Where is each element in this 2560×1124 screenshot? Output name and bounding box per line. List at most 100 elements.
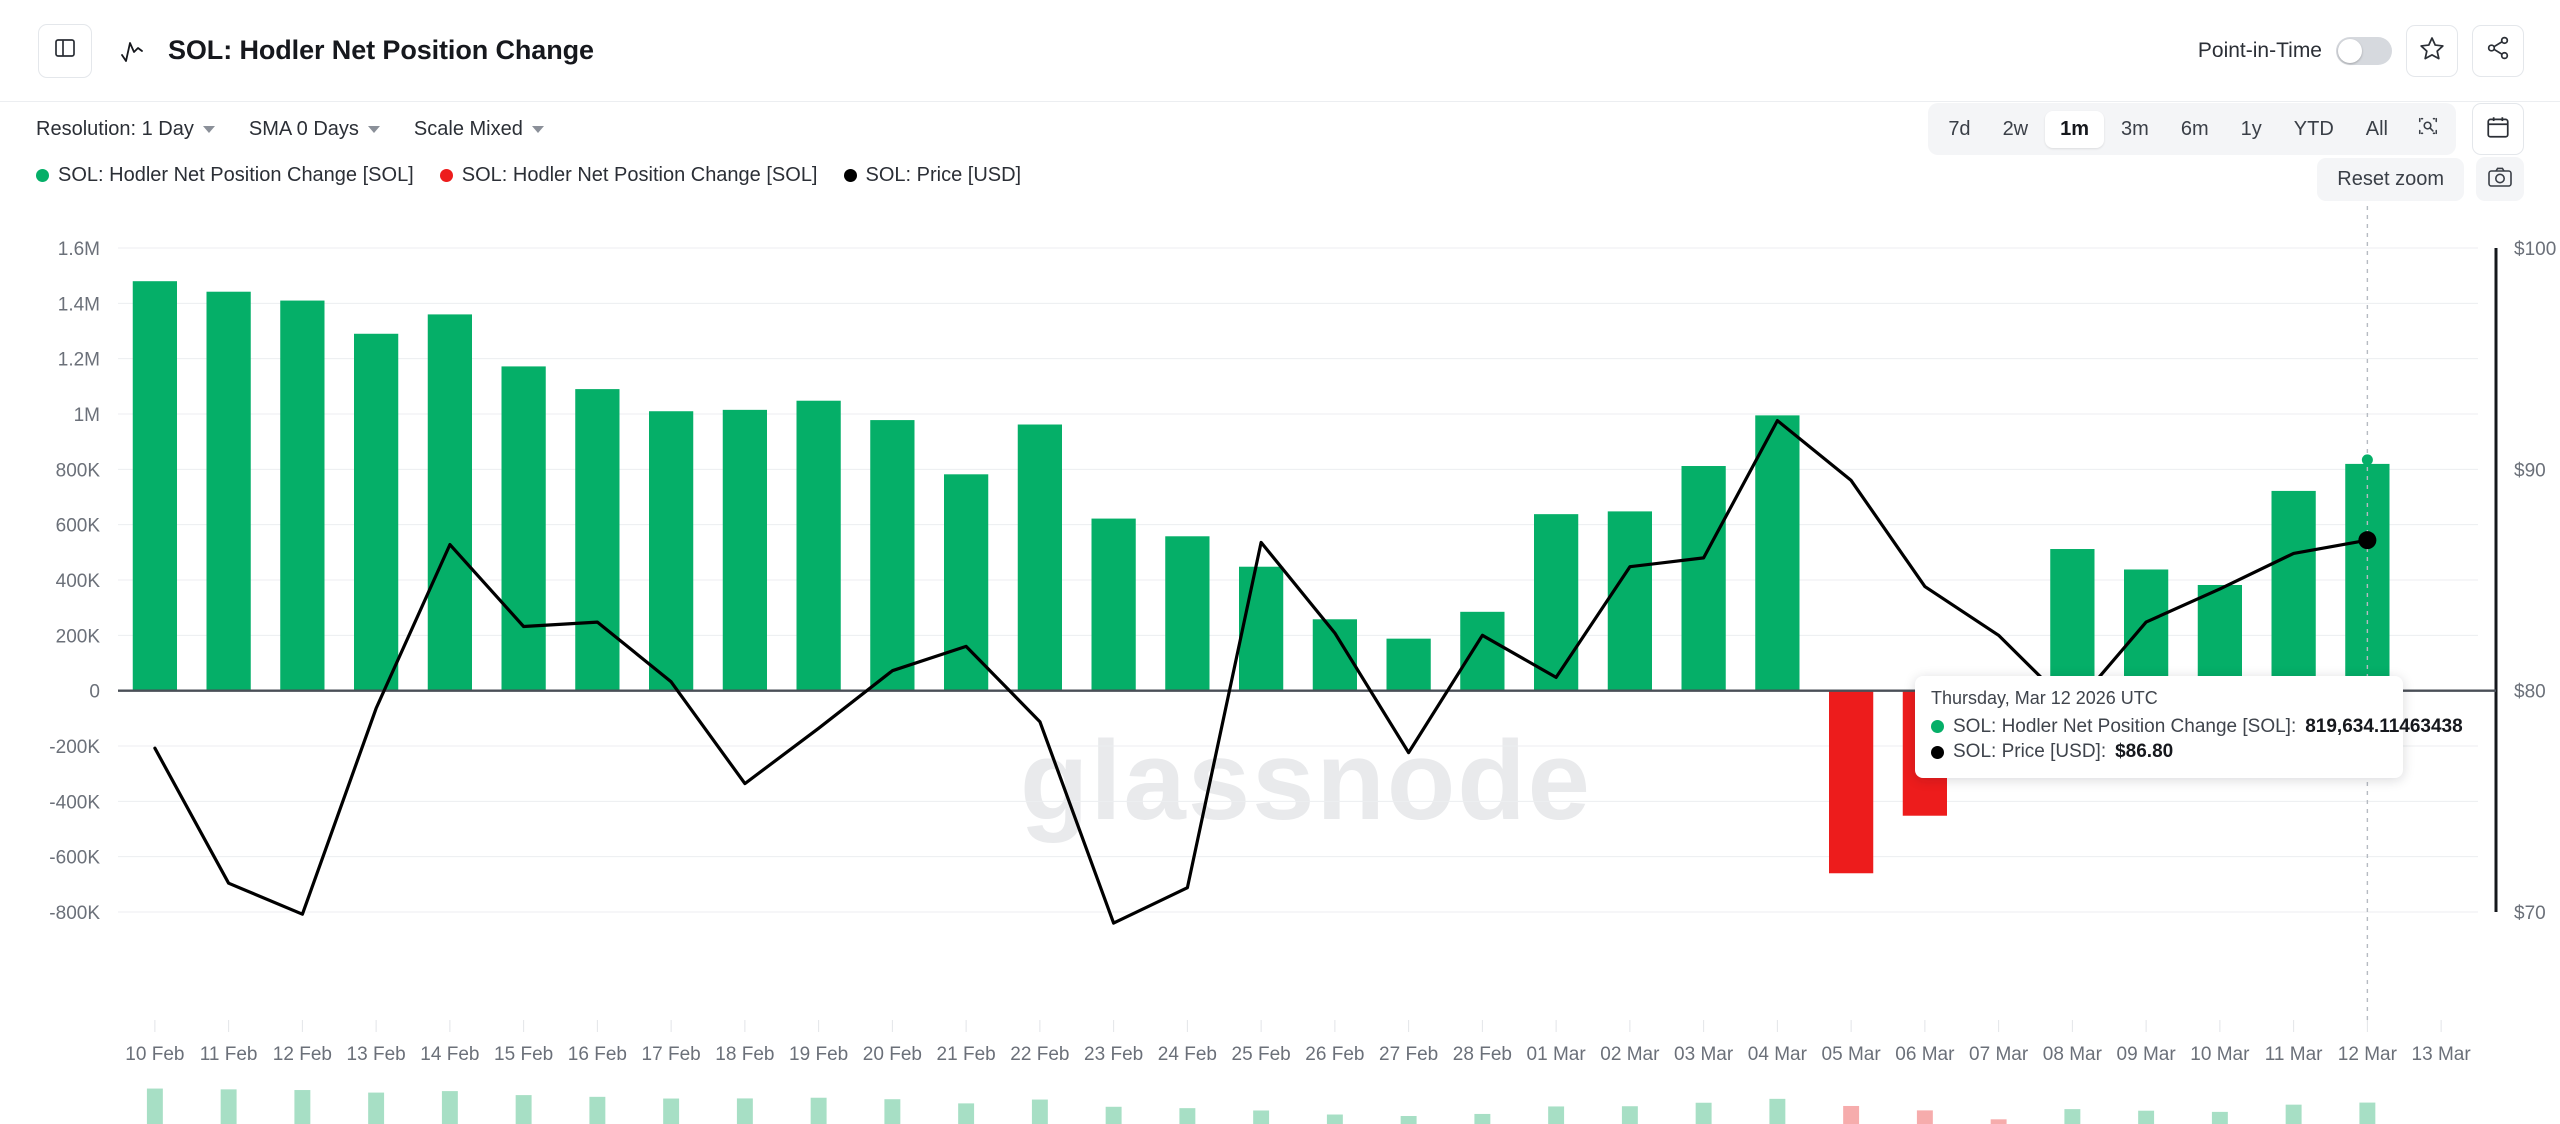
chart-canvas[interactable]: glassnode -800K -600K -400K -200K 0 200K 400K 6… (0, 196, 2560, 1076)
bar[interactable] (575, 389, 620, 691)
x-axis-tick-label: 23 Feb (1084, 1044, 1143, 1065)
x-axis-tick-label: 13 Feb (347, 1044, 406, 1065)
bar[interactable] (2271, 490, 2316, 691)
camera-icon (2487, 165, 2513, 194)
legend-item-2[interactable]: SOL: Price [USD] (843, 164, 1021, 187)
range-pill-1m[interactable]: 1m (2045, 110, 2105, 148)
price-line[interactable] (153, 419, 2369, 925)
x-axis-tick-label: 24 Feb (1158, 1044, 1217, 1065)
legend-label: SOL: Hodler Net Position Change [SOL] (461, 163, 818, 186)
bar[interactable] (1681, 466, 1726, 691)
x-axis-tick-label: 12 Mar (2338, 1044, 2398, 1065)
bar[interactable] (1534, 514, 1579, 691)
range-pill-3m[interactable]: 3m (2121, 117, 2149, 140)
bar[interactable] (1017, 424, 1062, 691)
x-axis-tick-label: 02 Mar (1600, 1044, 1660, 1065)
y-axis-tick-label: -600K (49, 848, 100, 869)
x-axis-tick-label: 12 Feb (273, 1044, 332, 1065)
navigator-bar (1916, 1110, 1933, 1124)
top-bar-actions: Point-in-Time (2198, 24, 2524, 77)
chart-tooltip: Thursday, Mar 12 2026 UTC SOL: Hodler Ne… (1915, 676, 2463, 778)
resolution-dropdown[interactable]: Resolution: 1 Day (36, 118, 215, 141)
x-axis-tick-label: 16 Feb (568, 1044, 627, 1065)
chevron-down-icon (367, 125, 380, 133)
snapshot-button[interactable] (2476, 157, 2524, 201)
bar[interactable] (1755, 415, 1800, 691)
x-axis-tick-label: 11 Mar (2265, 1044, 2323, 1065)
navigator-bar (958, 1103, 975, 1124)
x-axis-tick-label: 10 Mar (2190, 1044, 2250, 1065)
navigator-bar (663, 1098, 680, 1124)
navigator-bar (220, 1089, 237, 1124)
navigator-bar (884, 1099, 901, 1124)
bar[interactable] (1607, 511, 1652, 691)
bar[interactable] (2124, 569, 2169, 691)
navigator-bar (368, 1092, 385, 1124)
share-button[interactable] (2472, 24, 2524, 77)
bar[interactable] (280, 300, 325, 691)
calendar-icon (2485, 114, 2511, 145)
x-axis-tick-label: 08 Mar (2043, 1044, 2103, 1065)
metric-line-icon (120, 36, 152, 66)
bar[interactable] (2197, 584, 2242, 691)
legend-item-0[interactable]: SOL: Hodler Net Position Change [SOL] (36, 164, 414, 187)
bar[interactable] (427, 314, 472, 691)
range-pill-ytd[interactable]: YTD (2293, 117, 2334, 140)
range-pill-7d[interactable]: 7d (1948, 117, 1971, 140)
tooltip-value: 819,634.11463438 (2305, 716, 2463, 737)
x-axis-tick-label: 14 Feb (420, 1044, 479, 1065)
tooltip-row-1: SOL: Price [USD]: $86.80 (1931, 739, 2387, 764)
bar[interactable] (1386, 638, 1431, 691)
bar[interactable] (870, 420, 915, 691)
favorite-button[interactable] (2406, 24, 2458, 77)
y-axis-tick-label: 800K (56, 460, 101, 481)
range-pill-2w[interactable]: 2w (2002, 117, 2029, 140)
tooltip-rows: SOL: Hodler Net Position Change [SOL]: 81… (1931, 714, 2463, 765)
star-icon (2419, 35, 2445, 66)
x-axis-tick-label: 06 Mar (1895, 1044, 1955, 1065)
bar[interactable] (206, 291, 251, 691)
bar[interactable] (722, 409, 767, 691)
calendar-button[interactable] (2472, 103, 2524, 155)
sma-dropdown[interactable]: SMA 0 Days (249, 118, 380, 141)
bar[interactable] (354, 333, 399, 691)
y-axis-tick-label: 1.2M (58, 350, 100, 371)
bar[interactable] (1165, 536, 1210, 691)
navigator-bar (589, 1096, 606, 1124)
bar[interactable] (796, 400, 841, 691)
controls-bar: Resolution: 1 Day SMA 0 Days Scale Mixed… (0, 102, 2560, 156)
bar[interactable] (1312, 619, 1357, 691)
reset-zoom-button[interactable]: Reset zoom (2317, 157, 2464, 201)
bar[interactable] (649, 411, 694, 691)
navigator-bar (1179, 1108, 1196, 1124)
range-pill-6m[interactable]: 6m (2180, 117, 2209, 140)
x-axis-tick-label: 22 Feb (1010, 1044, 1069, 1065)
bar[interactable] (1829, 690, 1874, 874)
bar[interactable] (2050, 549, 2095, 691)
navigator-bar (2359, 1102, 2376, 1124)
chart-navigator[interactable] (0, 1076, 2560, 1124)
x-axis-tick-label: 28 Feb (1453, 1044, 1512, 1065)
bar[interactable] (1091, 518, 1136, 691)
range-pill-1y[interactable]: 1y (2240, 117, 2262, 140)
bar[interactable] (132, 281, 177, 691)
bar[interactable] (944, 474, 989, 691)
sidebar-panel-toggle-button[interactable] (38, 23, 92, 78)
sma-label: SMA 0 Days (248, 117, 359, 140)
scale-dropdown[interactable]: Scale Mixed (414, 118, 544, 141)
bar[interactable] (1239, 566, 1284, 691)
time-range-group: 7d 2w 1m 3m 6m 1y YTD All (1928, 103, 2524, 155)
x-axis-tick-label: 11 Feb (200, 1044, 258, 1065)
range-pill-all[interactable]: All (2365, 117, 2388, 140)
navigator-bar (1695, 1102, 1712, 1124)
zoom-select-button[interactable] (2405, 108, 2451, 150)
tooltip-label: SOL: Price [USD]: (1953, 741, 2107, 763)
legend-item-1[interactable]: SOL: Hodler Net Position Change [SOL] (439, 163, 818, 187)
point-in-time-toggle[interactable] (2336, 36, 2392, 65)
navigator-bar (1400, 1116, 1417, 1124)
bar[interactable] (501, 366, 546, 691)
x-axis-tick-label: 27 Feb (1379, 1044, 1438, 1065)
navigator-bar (1769, 1098, 1786, 1124)
bar[interactable] (1460, 611, 1505, 691)
y2-axis-tick-label: $70 (2514, 903, 2546, 924)
